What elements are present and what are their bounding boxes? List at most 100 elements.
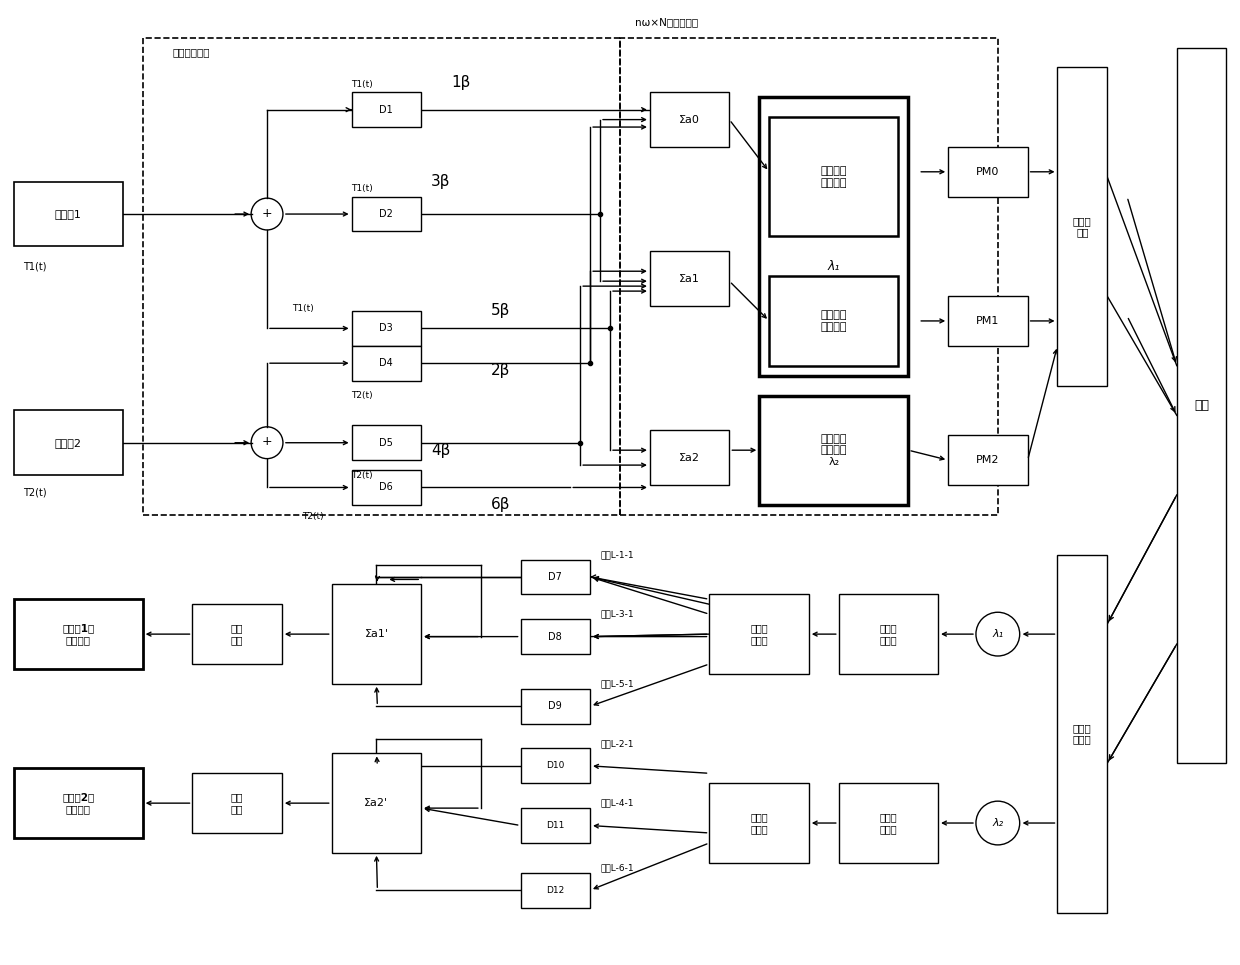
Bar	[949, 296, 1028, 345]
Bar	[14, 768, 143, 838]
Bar	[521, 689, 590, 724]
Bar	[352, 470, 422, 505]
Text: 延时L-6-1: 延时L-6-1	[600, 864, 634, 872]
Bar	[709, 594, 808, 674]
Bar	[521, 749, 590, 784]
Bar	[1177, 47, 1226, 763]
Bar	[709, 784, 808, 863]
Text: T2(t): T2(t)	[301, 512, 324, 521]
Text: 光纤: 光纤	[1194, 399, 1209, 412]
Bar	[14, 181, 123, 246]
Text: D1: D1	[379, 104, 393, 115]
Bar	[838, 784, 939, 863]
Text: 变换器1的
遥测数据: 变换器1的 遥测数据	[62, 623, 94, 645]
Text: 变换器1: 变换器1	[55, 209, 82, 219]
Bar	[759, 97, 909, 375]
Text: 变换器2: 变换器2	[55, 438, 82, 448]
Text: Σa1: Σa1	[680, 274, 701, 284]
Text: 5β: 5β	[491, 304, 511, 318]
Bar	[521, 808, 590, 842]
Text: T1(t): T1(t)	[352, 80, 373, 89]
Text: 延时L-2-1: 延时L-2-1	[600, 739, 634, 748]
Text: D3: D3	[379, 323, 393, 333]
Bar	[769, 117, 899, 236]
Text: 光电转
换模块: 光电转 换模块	[750, 623, 768, 645]
Text: D5: D5	[379, 438, 393, 448]
Text: PM0: PM0	[976, 167, 999, 177]
Text: 延时L-4-1: 延时L-4-1	[600, 799, 634, 808]
Bar	[352, 426, 422, 460]
Bar	[650, 430, 729, 485]
Bar	[759, 396, 909, 505]
Bar	[521, 620, 590, 654]
Text: 第二电光
转换模块: 第二电光 转换模块	[821, 310, 847, 332]
Text: T2(t): T2(t)	[352, 471, 373, 480]
Text: 光电转
换模块: 光电转 换模块	[750, 813, 768, 834]
Bar	[949, 435, 1028, 485]
Bar	[650, 93, 729, 147]
Bar	[14, 410, 123, 475]
Text: λ₁: λ₁	[992, 629, 1003, 639]
Text: 2β: 2β	[491, 363, 511, 378]
Text: 第一电光
转换模块: 第一电光 转换模块	[821, 166, 847, 187]
Text: D10: D10	[546, 761, 564, 770]
Bar	[192, 773, 281, 833]
Text: T1(t): T1(t)	[291, 304, 314, 313]
Text: T2(t): T2(t)	[352, 391, 373, 400]
Bar	[521, 560, 590, 594]
Text: 时延编解码器: 时延编解码器	[172, 47, 210, 58]
Text: 第三电光
转换模块
λ₂: 第三电光 转换模块 λ₂	[821, 433, 847, 467]
Bar	[192, 604, 281, 664]
Text: λ₂: λ₂	[992, 818, 1003, 828]
Text: 3β: 3β	[432, 175, 451, 189]
Bar	[331, 585, 422, 684]
Text: D12: D12	[547, 886, 564, 895]
Text: 阈值
判决: 阈值 判决	[231, 623, 243, 645]
Text: Σa1': Σa1'	[365, 629, 388, 639]
Text: T1(t): T1(t)	[352, 184, 373, 193]
Bar	[1058, 68, 1107, 386]
Text: 1β: 1β	[451, 75, 471, 90]
Text: PM1: PM1	[976, 316, 999, 326]
Text: D6: D6	[379, 482, 393, 492]
Text: Σa2: Σa2	[680, 453, 701, 462]
Text: 6β: 6β	[491, 497, 511, 512]
Text: D2: D2	[379, 209, 393, 219]
Text: nω×N复选耦合器: nω×N复选耦合器	[635, 17, 698, 28]
Bar	[769, 276, 899, 366]
Bar	[14, 599, 143, 669]
Text: λ₁: λ₁	[827, 260, 839, 273]
Bar	[949, 147, 1028, 197]
Bar	[352, 345, 422, 380]
Text: D9: D9	[548, 702, 562, 711]
Bar	[143, 38, 620, 514]
Text: 延时L-3-1: 延时L-3-1	[600, 610, 634, 619]
Bar	[620, 38, 998, 514]
Text: 4β: 4β	[432, 443, 450, 457]
Text: D7: D7	[548, 572, 562, 582]
Text: D8: D8	[548, 632, 562, 642]
Text: Σa0: Σa0	[680, 115, 701, 124]
Text: 延时L-5-1: 延时L-5-1	[600, 679, 634, 688]
Text: T2(t): T2(t)	[24, 488, 47, 498]
Text: Σa2': Σa2'	[365, 798, 388, 808]
Bar	[650, 251, 729, 306]
Bar	[352, 311, 422, 345]
Text: 零差相
干检测: 零差相 干检测	[879, 813, 898, 834]
Bar	[521, 872, 590, 907]
Text: D11: D11	[546, 821, 564, 830]
Text: PM2: PM2	[976, 455, 999, 465]
Bar	[1058, 555, 1107, 913]
Text: 波分解
复用器: 波分解 复用器	[1073, 723, 1091, 744]
Text: 零差相
干检测: 零差相 干检测	[879, 623, 898, 645]
Text: 阈值
判决: 阈值 判决	[231, 792, 243, 813]
Text: +: +	[262, 435, 273, 448]
Bar	[352, 93, 422, 127]
Text: 波分复
用器: 波分复 用器	[1073, 216, 1091, 237]
Bar	[838, 594, 939, 674]
Bar	[352, 197, 422, 232]
Bar	[331, 754, 422, 853]
Text: 延时L-1-1: 延时L-1-1	[600, 550, 634, 559]
Text: +: +	[262, 207, 273, 220]
Text: D4: D4	[379, 358, 393, 369]
